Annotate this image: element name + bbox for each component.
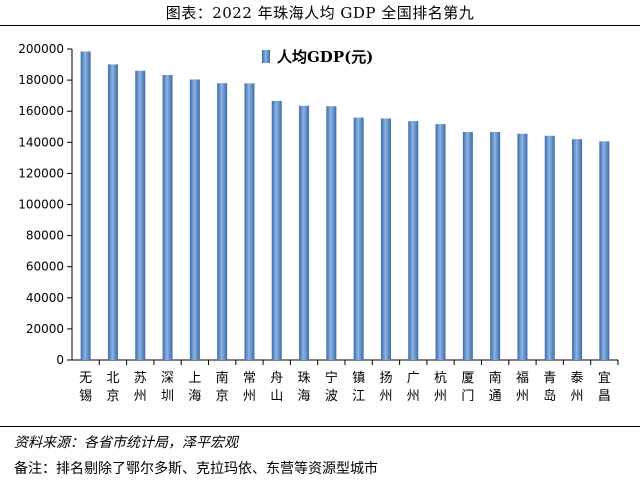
- x-category-label: 舟山: [270, 371, 283, 404]
- bar: [490, 132, 501, 360]
- x-category-label: 深圳: [161, 371, 174, 404]
- bar: [80, 51, 91, 360]
- bar: [599, 141, 610, 360]
- y-tick-label: 80000: [26, 229, 64, 243]
- x-category-label: 宜昌: [598, 371, 611, 404]
- y-tick-label: 20000: [26, 322, 64, 336]
- x-category-label: 常州: [243, 371, 256, 404]
- bar: [462, 132, 473, 360]
- bar-chart: 0 20000 40000 60000 80000 100000 120000 140000 1…: [18, 42, 619, 404]
- x-category-label: 广州: [407, 371, 420, 404]
- note-text: 备注：排名剔除了鄂尔多斯、克拉玛依、东营等资源型城市: [14, 461, 378, 477]
- y-tick-label: 180000: [18, 73, 64, 87]
- x-category-label: 北京: [106, 371, 119, 404]
- footer-rule: [0, 426, 640, 427]
- bar: [271, 100, 282, 360]
- bar: [572, 139, 583, 360]
- x-category-label: 无锡: [79, 371, 92, 404]
- y-tick-label: 0: [56, 353, 64, 367]
- y-tick-label: 40000: [26, 291, 64, 305]
- x-category-label: 扬州: [379, 371, 392, 404]
- x-category-label: 南通: [489, 370, 502, 404]
- bar: [244, 83, 255, 360]
- bar: [162, 74, 173, 360]
- y-tick-label: 140000: [18, 135, 64, 149]
- bar: [299, 105, 310, 360]
- bar: [408, 121, 419, 360]
- x-category-label: 福州: [516, 371, 529, 404]
- x-category-label: 泰州: [571, 371, 584, 404]
- x-category-label: 宁波: [325, 370, 338, 404]
- y-tick-label: 100000: [18, 198, 64, 212]
- bar: [380, 118, 391, 360]
- source-text: 资料来源：各省市统计局，泽平宏观: [14, 435, 238, 451]
- bar: [353, 117, 364, 360]
- y-tick-label: 160000: [18, 104, 64, 118]
- bar: [544, 135, 555, 360]
- legend-label: 人均GDP(元): [277, 48, 373, 66]
- bar: [517, 133, 528, 360]
- bar: [326, 106, 337, 360]
- bar: [435, 124, 446, 360]
- bar: [189, 79, 200, 360]
- bar: [217, 83, 228, 361]
- y-tick-label: 200000: [18, 42, 64, 56]
- x-category-label: 南京: [216, 370, 229, 404]
- top-rule: [0, 25, 640, 26]
- x-category-label: 苏州: [134, 370, 147, 404]
- x-category-label: 上海: [188, 371, 201, 404]
- x-category-label: 珠海: [298, 371, 311, 404]
- y-tick-label: 120000: [18, 166, 64, 180]
- bar: [107, 64, 118, 360]
- chart-title: 图表：2022 年珠海人均 GDP 全国排名第九: [165, 4, 475, 22]
- legend-swatch: [262, 50, 270, 63]
- x-category-label: 镇江: [352, 371, 365, 404]
- bar: [135, 70, 146, 360]
- x-category-label: 杭州: [434, 371, 447, 404]
- y-tick-label: 60000: [26, 260, 64, 274]
- x-category-label: 青岛: [543, 371, 556, 404]
- x-category-label: 厦门: [461, 371, 474, 404]
